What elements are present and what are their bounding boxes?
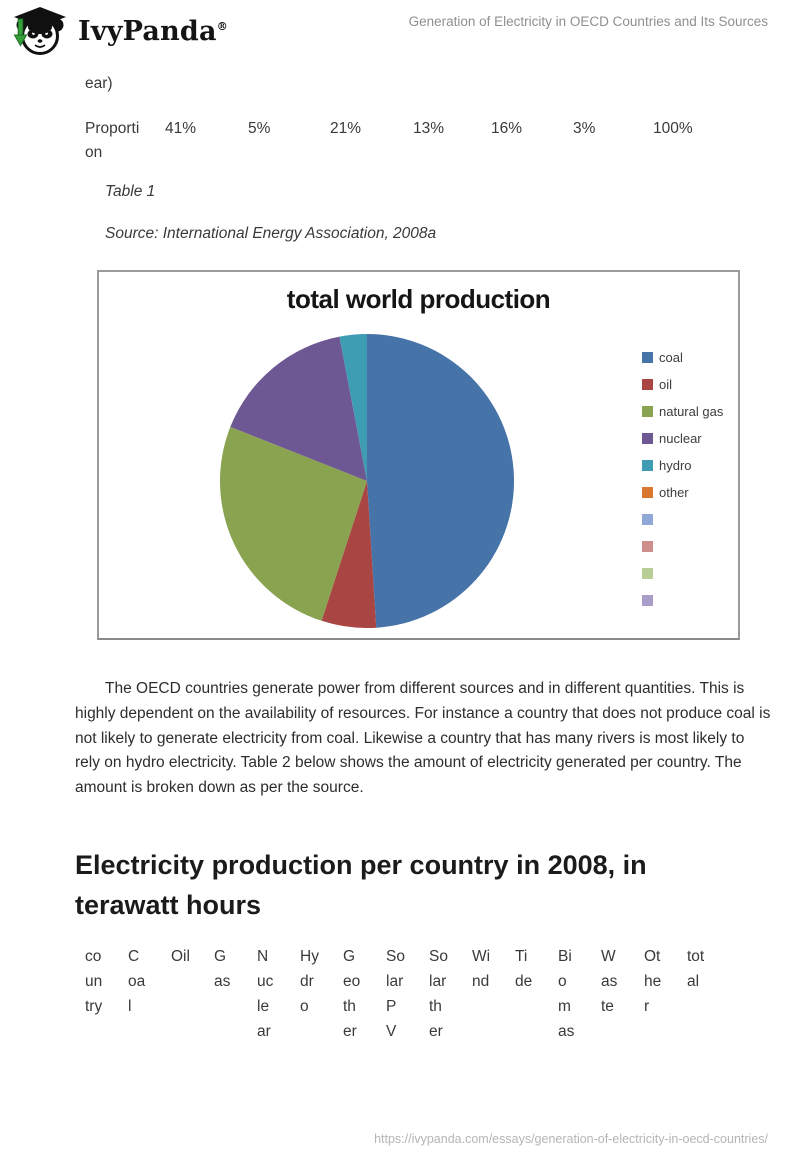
table1-caption: Table 1 xyxy=(105,183,156,200)
legend-item-oil: oil xyxy=(642,377,723,392)
legend-label: natural gas xyxy=(659,404,724,419)
chart-title: total world production xyxy=(286,284,551,314)
legend-label: oil xyxy=(659,377,673,392)
legend-label: hydro xyxy=(659,458,692,473)
table1-source: Source: International Energy Association… xyxy=(105,225,437,242)
table2-col-hydro: Hy dr o xyxy=(300,948,319,1015)
section-heading: Electricity production per country in 20… xyxy=(75,850,647,920)
table2-col-wind: Wi nd xyxy=(472,948,491,990)
table2-col-geothermal: G eo th er xyxy=(343,948,361,1040)
source-url[interactable]: https://ivypanda.com/essays/generation-o… xyxy=(374,1132,768,1146)
table1-value-cell: 21% xyxy=(330,120,362,137)
legend-swatch xyxy=(642,352,653,363)
legend-swatch xyxy=(642,433,653,444)
pie-slice-coal xyxy=(367,334,515,628)
registered-mark: ® xyxy=(216,19,228,33)
legend-item-other: other xyxy=(642,485,723,500)
ivypanda-logo[interactable]: IvyPanda® xyxy=(10,6,228,56)
legend-label: nuclear xyxy=(659,431,702,446)
table2-col-total: tot al xyxy=(687,948,705,990)
legend-swatch xyxy=(642,460,653,471)
table2-col-gas: G as xyxy=(214,948,231,990)
table2-col-biomass: Bi o m as xyxy=(558,948,575,1040)
table1-proportion-row: Proporti on 41% 5% 21% 13% 16% 3% 100% xyxy=(85,117,775,165)
table2-header-row: co un try C oa l Oil G as N uc le ar Hy … xyxy=(85,944,704,1044)
table2-col-coal: C oa l xyxy=(128,948,146,1015)
legend-swatch xyxy=(642,379,653,390)
table2-col-oil: Oil xyxy=(171,948,190,965)
table2-col-other: Ot he r xyxy=(644,948,662,1015)
legend-label: other xyxy=(659,485,689,500)
table2-col-nuclear: N uc le ar xyxy=(257,948,274,1040)
table1-value-cell: 3% xyxy=(573,120,596,137)
legend-swatch xyxy=(642,541,653,552)
pie-slice-nuclear xyxy=(230,336,367,481)
table1-value-cell: 41% xyxy=(165,120,197,137)
table1-value-cell: 13% xyxy=(413,120,445,137)
table1-value-cell: 100% xyxy=(653,120,693,137)
table1-value-cell: 16% xyxy=(491,120,523,137)
table2-col-tide: Ti de xyxy=(515,948,533,990)
pie-chart-figure: total world production coal oil natural … xyxy=(97,270,740,640)
legend-swatch xyxy=(642,568,653,579)
legend-item-nuclear: nuclear xyxy=(642,431,723,446)
table2-col-solar-ther: So lar th er xyxy=(429,948,448,1040)
table1-value-cell: 5% xyxy=(248,120,271,137)
legend-swatch xyxy=(642,406,653,417)
pie-slice-natural-gas xyxy=(219,426,367,621)
legend-swatch xyxy=(642,595,653,606)
legend-item-unlabeled-2 xyxy=(642,541,723,552)
pie-chart xyxy=(219,334,515,629)
table1-partial-text: ear) xyxy=(85,75,113,92)
brand-name: IvyPanda® xyxy=(78,15,228,47)
legend-swatch xyxy=(642,487,653,498)
chart-legend: coal oil natural gas nuclear hydro other xyxy=(642,350,724,622)
pie-slice-hydro xyxy=(339,334,367,481)
legend-swatch xyxy=(642,514,653,525)
pie-slice-oil xyxy=(321,481,377,629)
table2-col-solar-pv: So lar P V xyxy=(386,948,405,1040)
legend-label: coal xyxy=(659,350,683,365)
table2-col-country: co un try xyxy=(85,948,103,1015)
body-paragraph: The OECD countries generate power from d… xyxy=(75,680,771,797)
legend-item-coal: coal xyxy=(642,350,723,365)
document-title: Generation of Electricity in OECD Countr… xyxy=(408,14,768,29)
table2-col-waste: W as te xyxy=(601,948,618,1015)
legend-item-natural-gas: natural gas xyxy=(642,404,724,419)
legend-item-unlabeled-1 xyxy=(642,514,723,525)
legend-item-unlabeled-3 xyxy=(642,568,723,579)
panda-logo-icon xyxy=(13,7,66,55)
legend-item-hydro: hydro xyxy=(642,458,723,473)
legend-item-unlabeled-4 xyxy=(642,595,723,606)
table1-row-label: Proporti on xyxy=(85,120,140,161)
